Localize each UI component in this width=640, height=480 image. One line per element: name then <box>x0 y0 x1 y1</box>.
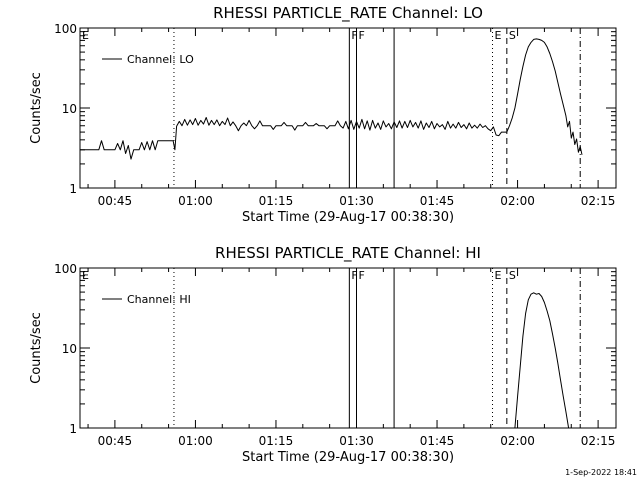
event-marker-label: S <box>509 269 516 282</box>
data-series-line <box>80 38 583 160</box>
legend-entry: Channel: LO <box>127 53 194 66</box>
x-axis-label: Start Time (29-Aug-17 00:38:30) <box>242 210 454 225</box>
chart-title: RHESSI PARTICLE_RATE Channel: HI <box>215 244 481 263</box>
legend-entry: Channel: HI <box>127 293 191 306</box>
y-tick-label: 1 <box>69 422 77 436</box>
chart-panel: RHESSI PARTICLE_RATE Channel: LO 00:45 01:… <box>29 4 617 225</box>
x-tick-label: 02:00 <box>500 434 535 448</box>
y-tick-label: 100 <box>54 262 77 276</box>
event-marker-label: E <box>495 29 502 42</box>
chart-panel: RHESSI PARTICLE_RATE Channel: HI 00:45 01:… <box>29 244 617 465</box>
x-tick-label: 01:45 <box>420 194 455 208</box>
x-tick-label: 01:15 <box>259 194 294 208</box>
x-tick-label: 02:00 <box>500 194 535 208</box>
event-marker-label: F <box>359 29 365 42</box>
edge-marker-label: E <box>82 269 89 282</box>
x-axis-label: Start Time (29-Aug-17 00:38:30) <box>242 450 454 465</box>
plot-frame <box>79 27 617 189</box>
y-tick-label: 10 <box>62 102 77 116</box>
x-tick-label: 02:15 <box>581 194 616 208</box>
edge-marker-label: E <box>82 29 89 42</box>
event-marker-label: F <box>359 269 365 282</box>
y-tick-label: 10 <box>62 342 77 356</box>
x-tick-label: 00:45 <box>98 194 133 208</box>
x-tick-label: 01:30 <box>339 434 374 448</box>
timestamp-footer: 1-Sep-2022 18:41 <box>565 468 637 477</box>
chart-title: RHESSI PARTICLE_RATE Channel: LO <box>213 4 483 23</box>
x-tick-label: 01:00 <box>178 194 213 208</box>
data-series-line <box>514 292 570 429</box>
y-axis-label: Counts/sec <box>29 312 44 384</box>
plot-frame <box>79 267 617 429</box>
y-axis-label: Counts/sec <box>29 72 44 144</box>
x-tick-label: 00:45 <box>98 434 133 448</box>
x-tick-label: 01:45 <box>420 434 455 448</box>
x-tick-label: 01:30 <box>339 194 374 208</box>
y-tick-label: 1 <box>69 182 77 196</box>
event-marker-label: S <box>509 29 516 42</box>
event-marker-label: E <box>495 269 502 282</box>
y-tick-label: 100 <box>54 22 77 36</box>
x-tick-label: 01:00 <box>178 434 213 448</box>
event-marker-label: F <box>351 269 357 282</box>
x-tick-label: 01:15 <box>259 434 294 448</box>
x-tick-label: 02:15 <box>581 434 616 448</box>
event-marker-label: F <box>351 29 357 42</box>
